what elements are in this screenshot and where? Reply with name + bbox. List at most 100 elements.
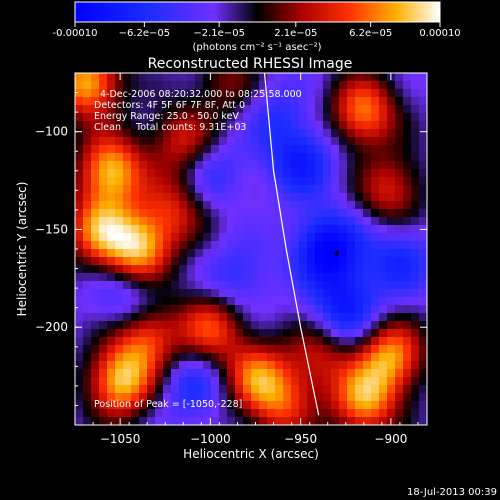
heatmap-cell [107,401,116,410]
heatmap-cell [211,225,220,234]
heatmap-cell [179,225,188,234]
heatmap-cell [275,177,284,186]
heatmap-cell [347,241,356,250]
heatmap-cell [315,137,324,146]
heatmap-cell [315,105,324,114]
heatmap-cell [339,97,348,106]
heatmap-cell [419,297,427,306]
heatmap-cell [275,265,284,274]
heatmap-cell [379,73,388,82]
heatmap-cell [339,161,348,170]
heatmap-cell [323,313,332,322]
heatmap-cell [123,401,132,410]
heatmap-cell [243,225,252,234]
heatmap-cell [227,169,236,178]
heatmap-cell [355,361,364,370]
heatmap-cell [99,249,108,258]
heatmap-cell [179,81,188,90]
heatmap-cell [235,305,244,314]
heatmap-cell [147,353,156,362]
heatmap-cell [387,129,396,138]
heatmap-cell [315,209,324,218]
heatmap-cell [75,385,84,394]
heatmap-cell [339,409,348,418]
heatmap-cell [371,401,380,410]
heatmap-cell [387,265,396,274]
x-tick-label: −1050 [100,432,141,446]
heatmap-cell [99,377,108,386]
heatmap-cell [187,401,196,410]
heatmap-cell [259,281,268,290]
heatmap-cell [123,121,132,130]
heatmap-cell [291,209,300,218]
heatmap-cell [403,209,412,218]
heatmap-cell [283,193,292,202]
heatmap-cell [123,361,132,370]
heatmap-cell [131,305,140,314]
heatmap-cell [131,233,140,242]
heatmap-cell [243,393,252,402]
heatmap-cell [179,401,188,410]
heatmap-cell [395,313,404,322]
heatmap-cell [379,305,388,314]
heatmap-cell [155,385,164,394]
heatmap-cell [267,385,276,394]
heatmap-cell [291,241,300,250]
heatmap-cell [91,201,100,210]
heatmap-cell [363,185,372,194]
heatmap-cell [163,81,172,90]
heatmap-cell [115,177,124,186]
heatmap-cell [83,369,92,378]
heatmap-cell [187,361,196,370]
heatmap-cell [395,401,404,410]
heatmap-cell [227,73,236,82]
heatmap-cell [411,89,420,98]
heatmap-cell [267,217,276,226]
heatmap-cell [371,369,380,378]
heatmap-cell [83,209,92,218]
heatmap-cell [123,353,132,362]
heatmap-cell [155,417,164,425]
heatmap-cell [219,257,228,266]
heatmap-cell [315,153,324,162]
heatmap-cell [171,329,180,338]
heatmap-cell [147,401,156,410]
heatmap-cell [419,377,427,386]
heatmap-cell [123,345,132,354]
heatmap-cell [259,137,268,146]
heatmap-cell [395,73,404,82]
heatmap-cell [315,313,324,322]
heatmap-cell [331,289,340,298]
heatmap-cell [403,89,412,98]
heatmap-cell [163,377,172,386]
heatmap-cell [379,81,388,90]
heatmap-cell [235,297,244,306]
heatmap-cell [259,129,268,138]
heatmap-cell [139,241,148,250]
heatmap-cell [123,385,132,394]
heatmap-cell [387,345,396,354]
heatmap-cell [339,257,348,266]
heatmap-cell [211,289,220,298]
heatmap-cell [243,177,252,186]
heatmap-cell [291,121,300,130]
heatmap-cell [219,209,228,218]
heatmap-cell [307,385,316,394]
heatmap-cell [403,345,412,354]
heatmap-cell [251,201,260,210]
heatmap-cell [323,353,332,362]
heatmap-cell [299,273,308,282]
heatmap-cell [219,129,228,138]
heatmap-cell [347,169,356,178]
heatmap-cell [331,113,340,122]
heatmap-cell [171,137,180,146]
heatmap-cell [219,401,228,410]
heatmap-cell [155,353,164,362]
heatmap-cell [243,289,252,298]
heatmap-cell [107,321,116,330]
heatmap-cell [83,409,92,418]
heatmap-cell [275,273,284,282]
heatmap-cell [187,129,196,138]
heatmap-cell [75,265,84,274]
heatmap-cell [195,177,204,186]
